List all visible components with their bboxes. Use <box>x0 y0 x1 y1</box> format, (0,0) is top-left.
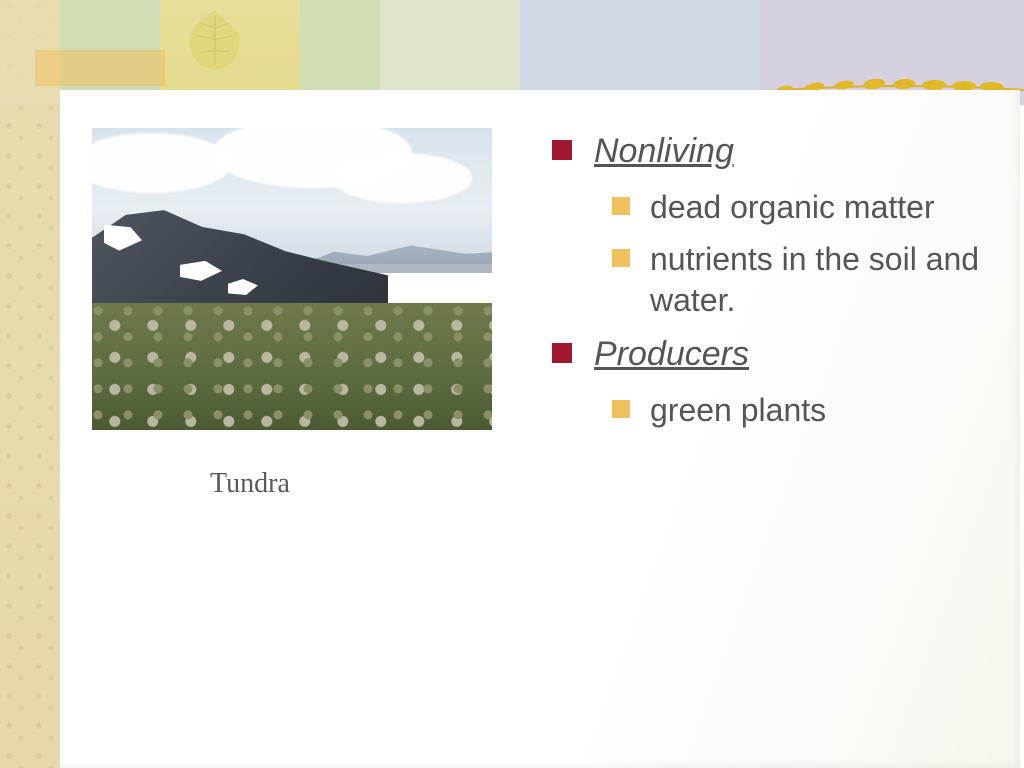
list-item: Producers <box>552 333 982 376</box>
square-bullet-icon <box>552 140 572 160</box>
tundra-photo <box>92 128 492 430</box>
square-bullet-icon <box>612 249 630 267</box>
square-bullet-icon <box>552 343 572 363</box>
left-texture-sidebar <box>0 0 60 768</box>
bullet-list: Nonliving dead organic matter nutrients … <box>552 130 982 443</box>
list-item: nutrients in the soil and water. <box>612 239 982 321</box>
list-item: Nonliving <box>552 130 982 173</box>
square-bullet-icon <box>612 400 630 418</box>
list-text: nutrients in the soil and water. <box>650 239 982 321</box>
photo-caption: Tundra <box>210 468 290 500</box>
list-heading: Producers <box>594 333 749 376</box>
list-text: green plants <box>650 390 826 431</box>
list-item: green plants <box>612 390 982 431</box>
list-heading: Nonliving <box>594 130 734 173</box>
leaf-icon <box>175 4 255 84</box>
square-bullet-icon <box>612 197 630 215</box>
list-text: dead organic matter <box>650 187 935 228</box>
list-item: dead organic matter <box>612 187 982 228</box>
